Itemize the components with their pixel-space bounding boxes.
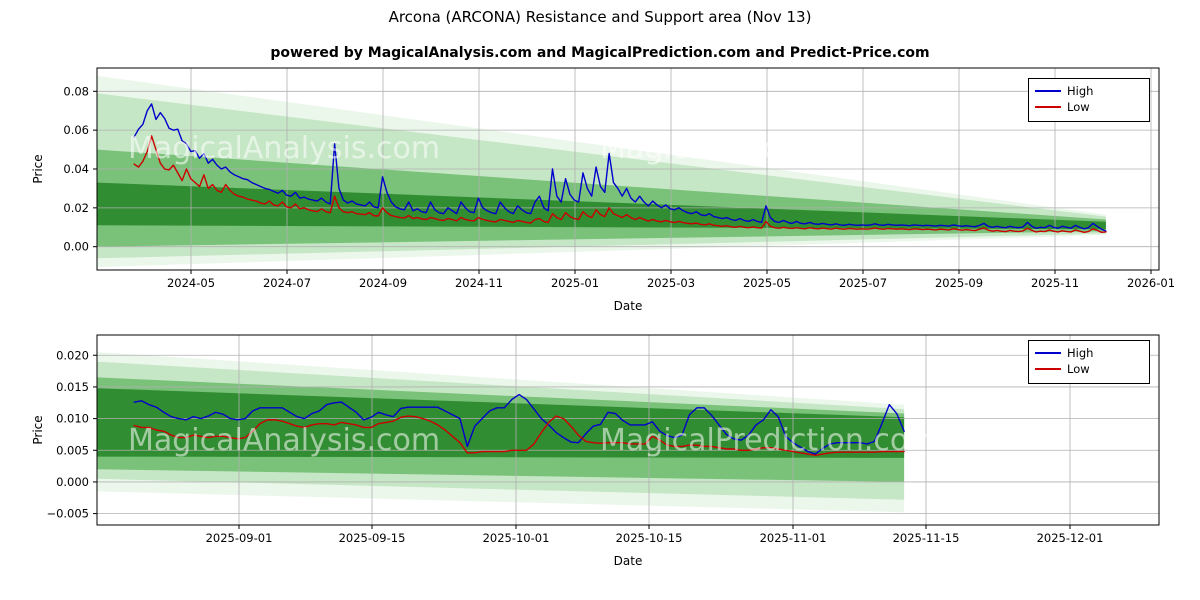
svg-text:MagicalAnalysis.com: MagicalAnalysis.com [128, 285, 440, 320]
bottom-chart-svg: MagicalAnalysis.com MagicalPrediction.com… [31, 334, 1160, 568]
svg-text:2024-11: 2024-11 [455, 276, 503, 290]
svg-text:Price: Price [31, 154, 45, 183]
svg-text:0.00: 0.00 [63, 240, 89, 254]
bottom-legend: High Low [1028, 340, 1150, 384]
legend-item-low: Low [1035, 99, 1143, 115]
svg-text:2025-09: 2025-09 [935, 276, 983, 290]
svg-text:2025-11-01: 2025-11-01 [760, 531, 827, 545]
svg-text:0.015: 0.015 [56, 380, 89, 394]
svg-text:0.04: 0.04 [63, 162, 89, 176]
svg-text:0.06: 0.06 [63, 123, 89, 137]
svg-text:2025-12-01: 2025-12-01 [1037, 531, 1104, 545]
legend-item-low-2: Low [1035, 361, 1143, 377]
legend-item-high-2: High [1035, 345, 1143, 361]
svg-text:2026-01: 2026-01 [1127, 276, 1175, 290]
svg-text:2025-03: 2025-03 [647, 276, 695, 290]
svg-text:2025-05: 2025-05 [743, 276, 791, 290]
svg-text:2024-07: 2024-07 [263, 276, 311, 290]
legend-line-high [1035, 90, 1061, 92]
legend-item-high: High [1035, 83, 1143, 99]
top-chart-svg: MagicalAnalysis.com MagicalPrediction.com… [31, 67, 1175, 320]
svg-text:2024-09: 2024-09 [359, 276, 407, 290]
chart-subtitle: powered by MagicalAnalysis.com and Magic… [270, 45, 930, 61]
svg-text:2025-11: 2025-11 [1031, 276, 1079, 290]
svg-text:MagicalAnalysis.com: MagicalAnalysis.com [128, 131, 440, 166]
svg-text:2025-10-01: 2025-10-01 [483, 531, 550, 545]
legend-line-low [1035, 106, 1061, 108]
legend-label-high: High [1067, 84, 1094, 98]
svg-text:MagicalPrediction.com: MagicalPrediction.com [600, 285, 938, 320]
svg-text:0.08: 0.08 [63, 84, 89, 98]
legend-label-low-2: Low [1067, 362, 1090, 376]
svg-text:2025-01: 2025-01 [551, 276, 599, 290]
svg-text:2025-10-15: 2025-10-15 [616, 531, 683, 545]
svg-text:MagicalAnalysis.com: MagicalAnalysis.com [128, 423, 440, 458]
svg-text:0.005: 0.005 [56, 443, 89, 457]
legend-line-high-2 [1035, 352, 1061, 354]
legend-line-low-2 [1035, 368, 1061, 370]
svg-text:0.000: 0.000 [56, 475, 89, 489]
top-chart-panel: MagicalAnalysis.com MagicalPrediction.com… [31, 67, 1175, 320]
svg-text:Date: Date [614, 299, 643, 313]
svg-text:−0.005: −0.005 [46, 507, 89, 521]
chart-title: Arcona (ARCONA) Resistance and Support a… [388, 8, 812, 26]
svg-text:0.010: 0.010 [56, 412, 89, 426]
svg-text:2024-05: 2024-05 [167, 276, 215, 290]
bottom-chart-panel: MagicalAnalysis.com MagicalPrediction.com… [0, 320, 1200, 600]
legend-label-low: Low [1067, 100, 1090, 114]
svg-text:2025-09-15: 2025-09-15 [339, 531, 406, 545]
svg-text:Date: Date [614, 554, 643, 568]
svg-text:Price: Price [31, 415, 45, 444]
svg-text:0.02: 0.02 [63, 201, 89, 215]
legend-label-high-2: High [1067, 346, 1094, 360]
svg-text:2025-11-15: 2025-11-15 [893, 531, 960, 545]
top-legend: High Low [1028, 78, 1150, 122]
svg-text:2025-07: 2025-07 [839, 276, 887, 290]
svg-text:MagicalPrediction.com: MagicalPrediction.com [600, 423, 938, 458]
svg-text:MagicalPrediction.com: MagicalPrediction.com [600, 131, 938, 166]
svg-text:2025-09-01: 2025-09-01 [206, 531, 273, 545]
svg-text:0.020: 0.020 [56, 348, 89, 362]
